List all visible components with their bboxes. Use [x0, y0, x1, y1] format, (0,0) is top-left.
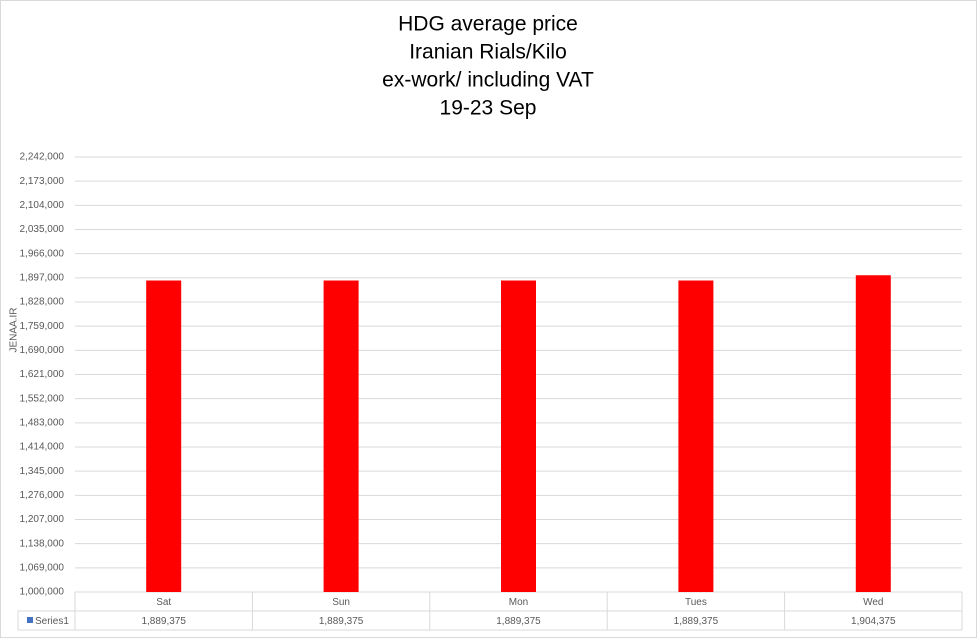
x-tick-label: Mon	[509, 597, 528, 608]
y-tick-label: 1,483,000	[20, 417, 65, 428]
data-label: 1,889,375	[496, 616, 541, 627]
bar	[855, 275, 891, 592]
y-tick-label: 1,414,000	[20, 442, 65, 453]
y-axis-label: JENAA.IR	[9, 307, 20, 352]
legend-label: Series1	[35, 616, 69, 627]
data-label: 1,889,375	[319, 616, 364, 627]
y-tick-label: 1,966,000	[20, 248, 65, 259]
data-label: 1,889,375	[674, 616, 719, 627]
y-tick-label: 1,897,000	[20, 272, 65, 283]
y-tick-label: 1,276,000	[20, 490, 65, 501]
chart-title: 19-23 Sep	[440, 97, 537, 120]
chart-title: ex-work/ including VAT	[382, 69, 594, 92]
bar	[323, 280, 359, 592]
y-tick-label: 1,069,000	[20, 562, 65, 573]
x-tick-label: Sun	[332, 597, 350, 608]
x-tick-label: Wed	[863, 597, 883, 608]
y-tick-label: 1,207,000	[20, 514, 65, 525]
bar	[146, 280, 182, 592]
y-tick-label: 2,104,000	[20, 200, 65, 211]
y-tick-label: 1,690,000	[20, 345, 65, 356]
y-tick-label: 1,759,000	[20, 321, 65, 332]
data-label: 1,904,375	[851, 616, 896, 627]
chart-title: Iranian Rials/Kilo	[409, 41, 567, 64]
y-tick-label: 1,138,000	[20, 538, 65, 549]
legend-key	[27, 617, 33, 623]
y-tick-label: 2,035,000	[20, 224, 65, 235]
chart-title: HDG average price	[398, 13, 578, 36]
y-tick-label: 1,828,000	[20, 297, 65, 308]
y-tick-label: 1,552,000	[20, 393, 65, 404]
x-tick-label: Tues	[685, 597, 707, 608]
y-tick-label: 2,173,000	[20, 176, 65, 187]
bar	[501, 280, 536, 592]
y-tick-label: 2,242,000	[20, 152, 65, 163]
x-tick-label: Sat	[156, 597, 171, 608]
y-tick-label: 1,345,000	[20, 466, 65, 477]
data-label: 1,889,375	[141, 616, 186, 627]
y-tick-label: 1,621,000	[20, 369, 65, 380]
bar	[678, 280, 714, 592]
y-tick-label: 1,000,000	[20, 587, 65, 598]
